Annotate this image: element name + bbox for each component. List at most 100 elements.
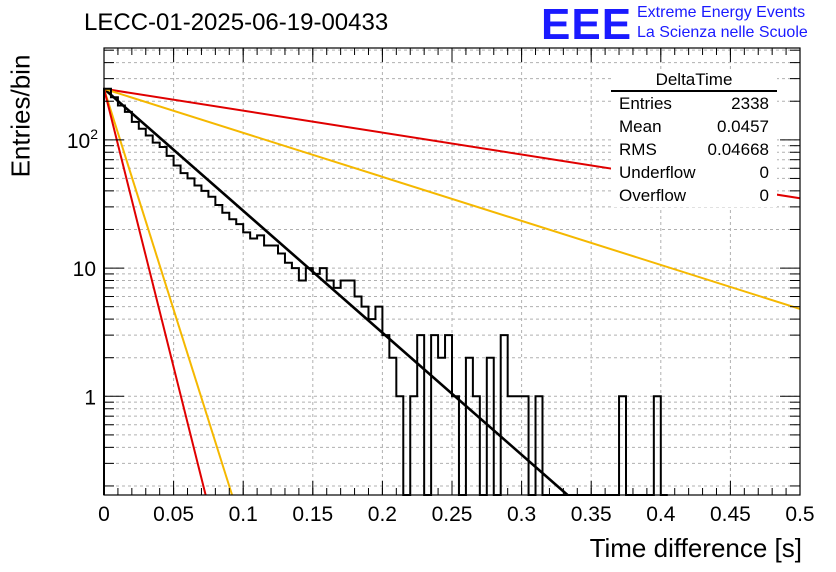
stats-value: 0 bbox=[759, 163, 769, 182]
x-tick-label: 0 bbox=[98, 503, 110, 526]
y-axis-label-box: Entries/bin bbox=[6, 46, 36, 186]
axis-ticks bbox=[103, 48, 801, 495]
histogram-bin bbox=[362, 307, 369, 495]
stats-value: 0 bbox=[759, 186, 769, 205]
grid-lines bbox=[104, 48, 800, 495]
histogram-bin bbox=[313, 274, 320, 495]
histogram-bin bbox=[188, 178, 195, 495]
x-tick-label: 0.1 bbox=[229, 503, 258, 526]
stats-row-underflow: Underflow 0 bbox=[611, 161, 777, 184]
histogram-bin bbox=[501, 335, 508, 495]
stats-label: Overflow bbox=[619, 186, 687, 205]
histogram-bin bbox=[181, 173, 188, 495]
run-title: LECC-01-2025-06-19-00433 bbox=[84, 9, 389, 36]
histogram-bin bbox=[194, 186, 201, 495]
x-tick-label: 0.3 bbox=[507, 503, 536, 526]
histogram-bin bbox=[264, 245, 271, 495]
stats-title: DeltaTime bbox=[611, 70, 777, 92]
x-tick-label: 0.45 bbox=[710, 503, 751, 526]
stats-row-overflow: Overflow 0 bbox=[611, 184, 777, 207]
x-tick-label: 0.2 bbox=[368, 503, 397, 526]
stats-row-mean: Mean 0.0457 bbox=[611, 115, 777, 138]
histogram-bin bbox=[320, 268, 327, 495]
histogram-bin bbox=[487, 358, 494, 495]
histogram-bin bbox=[445, 335, 452, 495]
histogram-bin bbox=[285, 263, 292, 495]
histogram-bin bbox=[396, 396, 403, 495]
histogram-bin bbox=[522, 396, 529, 495]
stats-value: 0.0457 bbox=[717, 117, 769, 136]
histogram-bin bbox=[382, 335, 389, 495]
histogram-bin bbox=[536, 396, 543, 495]
histogram-bin bbox=[125, 112, 132, 495]
y-axis-label: Entries/bin bbox=[5, 54, 36, 178]
histogram-outline bbox=[103, 87, 668, 496]
x-tick-label: 0.25 bbox=[432, 503, 473, 526]
x-tick-label: 0.05 bbox=[153, 503, 194, 526]
fit-line bbox=[103, 87, 801, 310]
histogram-bin bbox=[327, 280, 334, 495]
histogram-bin bbox=[174, 166, 181, 495]
stats-value: 0.04668 bbox=[707, 140, 769, 159]
histogram-bin bbox=[417, 335, 424, 495]
fit-line bbox=[103, 88, 234, 496]
histogram-bin bbox=[236, 224, 243, 495]
histogram-bin bbox=[271, 245, 278, 495]
histogram-bin bbox=[368, 319, 375, 495]
histogram-bin bbox=[431, 335, 438, 495]
histogram-bin bbox=[215, 205, 222, 495]
logo-caption: Extreme Energy Events La Scienza nelle S… bbox=[637, 3, 808, 43]
stats-value: 2338 bbox=[731, 94, 769, 113]
histogram-bin bbox=[508, 396, 515, 495]
histogram-bin bbox=[160, 147, 167, 495]
stats-label: Entries bbox=[619, 94, 672, 113]
histogram-bin bbox=[250, 239, 257, 495]
histogram-bin bbox=[452, 396, 459, 495]
fit-line bbox=[103, 87, 569, 496]
x-tick-label: 0.5 bbox=[785, 503, 814, 526]
histogram-bin bbox=[243, 232, 250, 495]
histogram-bin bbox=[139, 129, 146, 495]
y-tick-label: 1 bbox=[84, 386, 96, 409]
histogram-bin bbox=[410, 396, 417, 495]
tick-labels: 0 0.05 0.1 0.15 0.2 0.25 0.3 0.35 0.4 0.45 0.5 1 10 1… bbox=[67, 126, 815, 526]
histogram-bin bbox=[389, 358, 396, 495]
histogram-bin bbox=[375, 307, 382, 495]
histogram-bin bbox=[118, 106, 125, 495]
plot-frame bbox=[103, 47, 801, 496]
histogram-bin bbox=[292, 268, 299, 495]
stats-box: DeltaTime Entries 2338 Mean 0.0457 RMS 0… bbox=[611, 70, 777, 207]
histogram-bin bbox=[473, 396, 480, 495]
histogram-bin bbox=[229, 219, 236, 495]
histogram-bin bbox=[208, 197, 215, 495]
histogram-bin bbox=[146, 136, 153, 495]
stats-label: Underflow bbox=[619, 163, 696, 182]
logo-line-1: Extreme Energy Events bbox=[637, 4, 806, 21]
stats-label: RMS bbox=[619, 140, 657, 159]
histogram-bin bbox=[167, 156, 174, 495]
histogram-bin bbox=[348, 280, 355, 495]
fit-line bbox=[103, 88, 207, 496]
x-tick-label: 0.4 bbox=[646, 503, 676, 526]
histogram-bin bbox=[132, 122, 139, 495]
histogram-bin bbox=[278, 253, 285, 495]
histogram-bin bbox=[355, 297, 362, 495]
histogram-bin bbox=[341, 280, 348, 495]
stats-label: Mean bbox=[619, 117, 662, 136]
stats-row-rms: RMS 0.04668 bbox=[611, 138, 777, 161]
x-tick-label: 0.35 bbox=[571, 503, 612, 526]
x-axis-label: Time difference [s] bbox=[589, 533, 802, 563]
histogram-bin bbox=[306, 268, 313, 495]
histogram-bin bbox=[515, 396, 522, 495]
y-tick-label: 10 bbox=[73, 258, 96, 281]
eee-logo: EEE bbox=[541, 0, 633, 49]
histogram-bin bbox=[654, 396, 661, 495]
histogram-bin bbox=[438, 358, 445, 495]
histogram-bin bbox=[619, 396, 626, 495]
histogram-bin bbox=[257, 235, 264, 495]
histogram-bin bbox=[466, 358, 473, 495]
histogram-bin bbox=[299, 280, 306, 495]
x-tick-label: 0.15 bbox=[292, 503, 333, 526]
histogram-bin bbox=[104, 89, 111, 495]
